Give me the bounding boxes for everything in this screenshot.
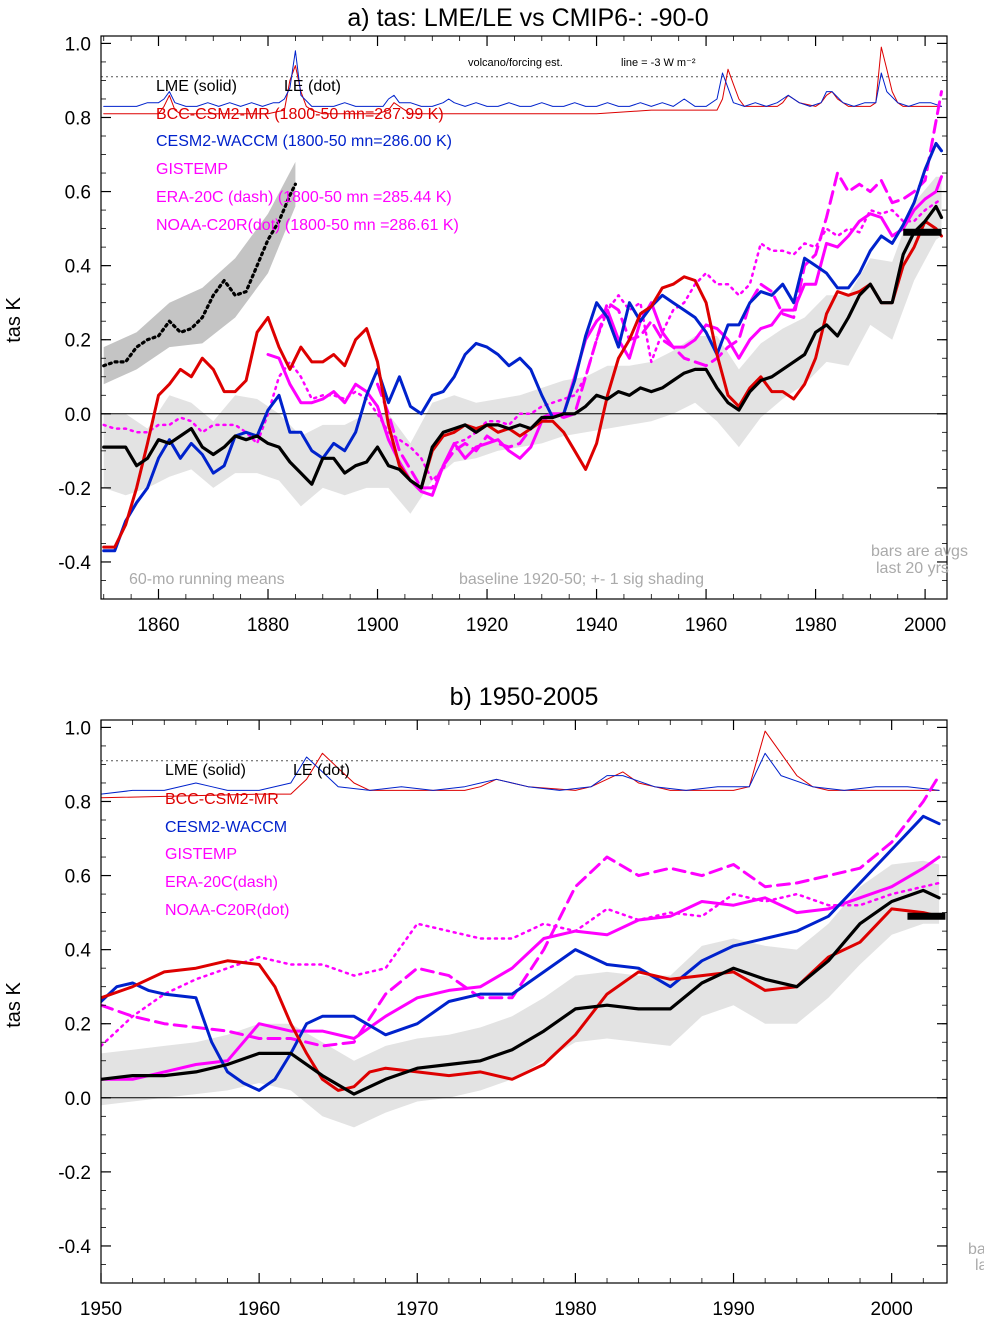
panel-b-series-blue-solid (101, 814, 941, 1092)
panel-a-xtick-label: 1940 (575, 615, 617, 636)
panel-a-forcing-blue-line (103, 50, 942, 107)
panel-b-legend-noaa: NOAA-C20R(dot) (165, 902, 289, 919)
panel-b: b) 1950-2005 tas K 1.0 0.8 0.6 0.4 0.2 0.0 -0.… (3, 683, 984, 1320)
panel-b-ytick-label: 0.0 (65, 1089, 91, 1110)
panel-a-xtick-label: 1880 (247, 615, 289, 636)
panel-a-ytick-label: -0.2 (58, 479, 91, 500)
panel-b-series-magenta-solid (101, 855, 941, 1081)
panel-a-bars-note-2: last 20 yrs (876, 560, 949, 577)
panel-a-xtick-label: 2000 (904, 615, 946, 636)
panel-b-ticks: 1.0 0.8 0.6 0.4 0.2 0.0 -0.2 -0.4 1950 1960 1970 19… (58, 718, 947, 1320)
panel-a-ytick-label: 0.2 (65, 331, 91, 352)
panel-b-ytick-label: 0.4 (65, 941, 92, 962)
panel-b-forcing-red-line (101, 730, 940, 799)
panel-a-ylabel: tas K (3, 297, 25, 343)
panel-a-forcing-red-line (103, 46, 942, 115)
panel-a-legend-cesm2: CESM2-WACCM (1800-50 mn=286.00 K) (156, 133, 452, 150)
panel-a-series-magenta-dash (376, 90, 943, 490)
panel-a-xtick-label: 1980 (794, 615, 836, 636)
panel-b-xtick-label: 1960 (238, 1299, 280, 1320)
panel-b-legend-bcc: BCC-CSM2-MR (165, 791, 279, 808)
panel-a: a) tas: LME/LE vs CMIP6-: -90-0 tas K 1.… (3, 4, 968, 636)
panel-a-legend-bcc: BCC-CSM2-MR (1800-50 mn=287.99 K) (156, 106, 444, 123)
panel-b-series-red-solid (101, 907, 941, 1092)
panel-b-legend-gistemp: GISTEMP (165, 846, 237, 863)
panel-a-frame (100, 35, 948, 600)
panel-a-ytick-label: 0.8 (65, 108, 91, 129)
panel-b-xtick-label: 1950 (80, 1299, 122, 1320)
panel-a-xtick-label: 1960 (685, 615, 727, 636)
panel-a-forcing-label: volcano/forcing est. (468, 57, 563, 69)
panel-a-legend-lme: LME (solid) (156, 78, 237, 95)
panel-a-forcing-line-label: line = -3 W m⁻² (621, 57, 696, 69)
panel-a-ytick-label: 1.0 (65, 34, 91, 55)
panel-a-running-note: 60-mo running means (129, 571, 285, 588)
panel-a-lme-spread-band (103, 176, 942, 514)
panel-a-ytick-label: 0.0 (65, 405, 91, 426)
panel-a-legend-gistemp: GISTEMP (156, 161, 228, 178)
panel-b-ytick-label: 0.8 (65, 792, 91, 813)
panel-b-frame (100, 719, 948, 1284)
panel-b-series-magenta-dash (101, 774, 941, 1048)
panel-a-ytick-label: 0.4 (65, 257, 92, 278)
panel-a-plot (100, 35, 948, 600)
panel-a-ticks: 1.0 0.8 0.6 0.4 0.2 0.0 -0.2 -0.4 1860 1880 1900 19… (58, 34, 947, 636)
panel-a-series-blue-solid (102, 141, 943, 553)
panel-b-bars-note-2: la (975, 1257, 984, 1274)
panel-a-title: a) tas: LME/LE vs CMIP6-: -90-0 (347, 4, 708, 32)
panel-a-series-magenta-dot (102, 197, 943, 482)
panel-b-legend-lme: LME (solid) (165, 762, 246, 779)
panel-a-series-black-dot (102, 182, 297, 368)
panel-b-legend-le: LE (dot) (293, 762, 350, 779)
panel-b-ytick-label: 1.0 (65, 718, 91, 739)
panel-a-legend-le: LE (dot) (284, 78, 341, 95)
panel-b-plot (100, 719, 948, 1284)
panel-a-series-black-solid (102, 204, 944, 490)
panel-b-xtick-label: 1970 (396, 1299, 438, 1320)
panel-a-ytick-label: -0.4 (58, 553, 91, 574)
panel-a-baseline-note: baseline 1920-50; +- 1 sig shading (459, 571, 704, 588)
panel-a-legend-era20c: ERA-20C (dash) (1800-50 mn =285.44 K) (156, 189, 452, 206)
panel-b-xtick-label: 1990 (712, 1299, 754, 1320)
panel-a-series-magenta-solid (266, 175, 943, 497)
panel-a-bars-note-1: bars are avgs (871, 543, 968, 560)
panel-b-forcing-blue-line (101, 752, 940, 795)
panel-b-xtick-label: 2000 (871, 1299, 913, 1320)
panel-b-legend-era20c: ERA-20C(dash) (165, 874, 278, 891)
panel-b-title: b) 1950-2005 (450, 683, 599, 711)
panel-a-ytick-label: 0.6 (65, 183, 91, 204)
panel-a-xtick-label: 1860 (137, 615, 179, 636)
panel-b-legend-cesm2: CESM2-WACCM (165, 819, 287, 836)
panel-b-ytick-label: 0.6 (65, 867, 91, 888)
panel-b-series-black-solid (101, 888, 941, 1096)
panel-b-ylabel: tas K (3, 982, 25, 1028)
panel-a-xtick-label: 1900 (356, 615, 398, 636)
panel-b-bars-note-1: ba (968, 1241, 984, 1258)
panel-a-le-spread-band (103, 161, 296, 385)
panel-a-series-red-solid (102, 219, 943, 549)
panel-b-ytick-label: -0.4 (58, 1237, 91, 1258)
panel-b-xtick-label: 1980 (554, 1299, 596, 1320)
panel-a-xtick-label: 1920 (466, 615, 508, 636)
panel-b-ytick-label: 0.2 (65, 1015, 91, 1036)
panel-b-ytick-label: -0.2 (58, 1163, 91, 1184)
panel-a-legend-noaa: NOAA-C20R(dot) (1800-50 mn =286.61 K) (156, 217, 459, 234)
